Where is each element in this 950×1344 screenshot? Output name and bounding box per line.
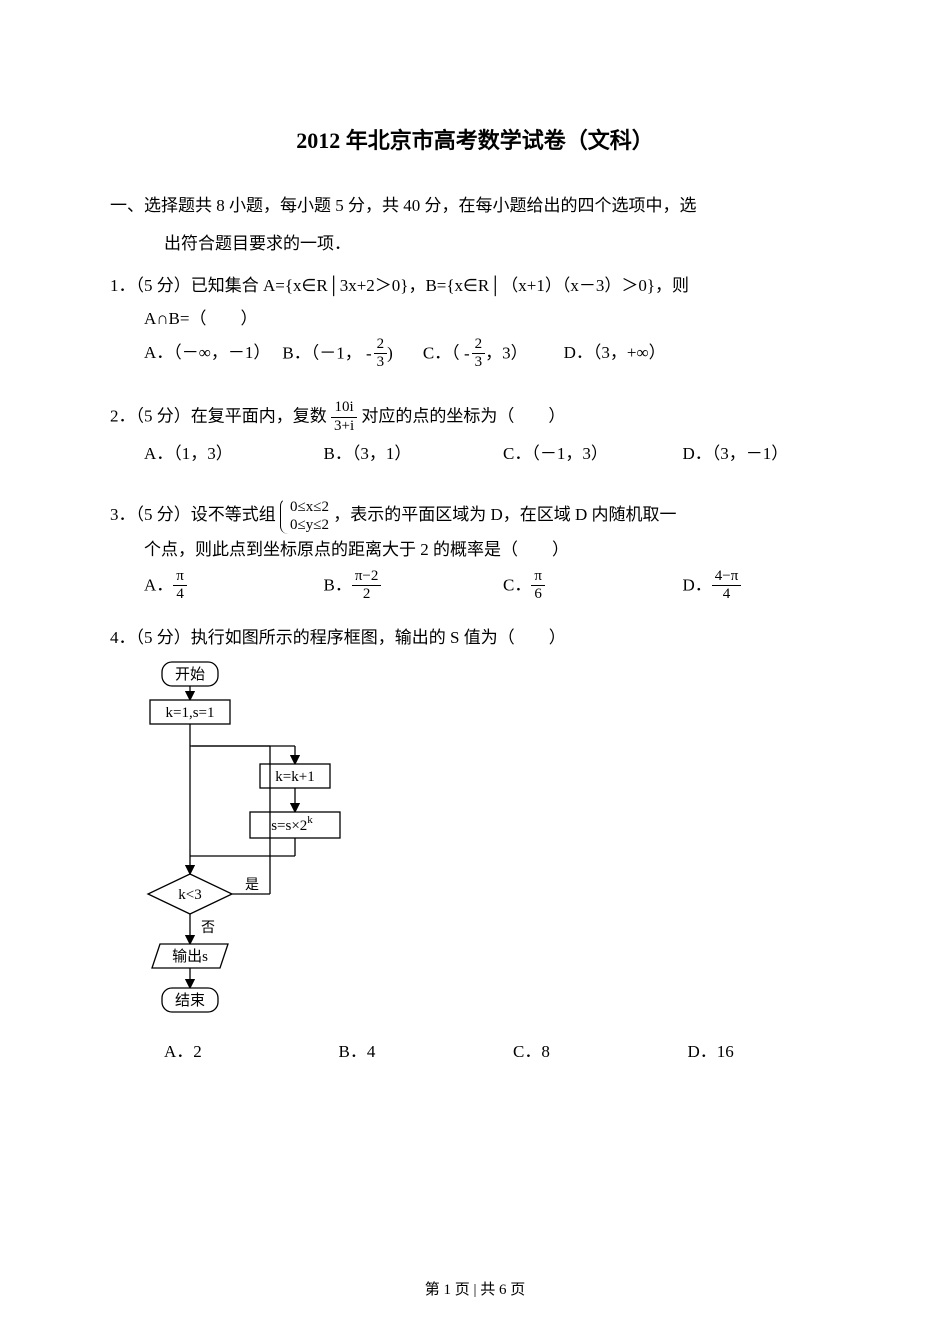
q2-option-d: D．（3，－1） [683, 438, 841, 470]
q1-option-d: D．（3，+∞） [564, 337, 666, 373]
question-2: 2．（5 分）在复平面内，复数 10i3+i 对应的点的坐标为（ ） A．（1，… [110, 400, 840, 470]
q3-option-a: A．π4 [144, 569, 302, 605]
exam-page: 2012 年北京市高考数学试卷（文科） 一、选择题共 8 小题，每小题 5 分，… [0, 0, 950, 1344]
q1-line1: 1．（5 分）已知集合 A={x∈R│3x+2＞0}，B={x∈R│（x+1）（… [110, 270, 840, 302]
q3-line1: 3．（5 分）设不等式组 0≤x≤2 0≤y≤2 ，表示的平面区域为 D，在区域… [110, 498, 840, 534]
question-4: 4．（5 分）执行如图所示的程序框图，输出的 S 值为（ ） 开始 k=1,s=… [110, 622, 840, 1068]
svg-text:输出s: 输出s [172, 948, 208, 965]
question-1: 1．（5 分）已知集合 A={x∈R│3x+2＞0}，B={x∈R│（x+1）（… [110, 270, 840, 372]
q4-option-b: B．4 [339, 1036, 492, 1068]
section-header-line1: 一、选择题共 8 小题，每小题 5 分，共 40 分，在每小题给出的四个选项中，… [110, 190, 840, 222]
svg-text:结束: 结束 [175, 992, 205, 1009]
svg-text:开始: 开始 [175, 666, 205, 683]
q1-option-a: A．（－∞，－1） [144, 337, 270, 373]
q3-option-d: D．4−π4 [683, 569, 841, 605]
q4-stem: 4．（5 分）执行如图所示的程序框图，输出的 S 值为（ ） [110, 622, 840, 654]
svg-text:否: 否 [201, 921, 215, 936]
q2-option-a: A．（1，3） [144, 438, 302, 470]
q2-options: A．（1，3） B．（3，1） C．（－1，3） D．（3，－1） [110, 438, 840, 470]
q3-line2: 个点，则此点到坐标原点的距离大于 2 的概率是（ ） [110, 534, 840, 566]
page-footer: 第 1 页 | 共 6 页 [0, 1276, 950, 1305]
q1-option-c: C．（ -23，3） [423, 337, 528, 373]
page-title: 2012 年北京市高考数学试卷（文科） [110, 120, 840, 162]
q4-option-c: C．8 [513, 1036, 666, 1068]
q4-options: A．2 B．4 C．8 D．16 [110, 1036, 840, 1068]
q2-frac: 10i3+i [331, 399, 357, 435]
q1-b-frac: 23 [374, 336, 388, 372]
flowchart: 开始 k=1,s=1 k=k+1 s=s×2k [120, 660, 350, 1033]
q2-stem: 2．（5 分）在复平面内，复数 10i3+i 对应的点的坐标为（ ） [110, 400, 840, 436]
q1-line2: A∩B=（ ） [110, 303, 840, 335]
section-header-line2: 出符合题目要求的一项． [110, 228, 840, 260]
q1-options: A．（－∞，－1） B．（－1， -23) C．（ -23，3） D．（3，+∞… [110, 337, 840, 373]
q3-options: A．π4 B．π−22 C．π6 D．4−π4 [110, 569, 840, 605]
svg-text:k=1,s=1: k=1,s=1 [165, 705, 214, 721]
q4-option-d: D．16 [688, 1036, 841, 1068]
svg-text:k=k+1: k=k+1 [275, 769, 314, 785]
q2-option-b: B．（3，1） [324, 438, 482, 470]
svg-text:k<3: k<3 [178, 887, 201, 903]
flowchart-svg: 开始 k=1,s=1 k=k+1 s=s×2k [120, 660, 350, 1022]
q1-c-frac: 23 [472, 336, 486, 372]
q3-option-b: B．π−22 [324, 569, 482, 605]
q4-option-a: A．2 [164, 1036, 317, 1068]
q3-system: 0≤x≤2 0≤y≤2 [280, 498, 329, 534]
svg-text:是: 是 [245, 878, 259, 893]
question-3: 3．（5 分）设不等式组 0≤x≤2 0≤y≤2 ，表示的平面区域为 D，在区域… [110, 498, 840, 604]
q3-option-c: C．π6 [503, 569, 661, 605]
q2-option-c: C．（－1，3） [503, 438, 661, 470]
q1-option-b: B．（－1， -23) [282, 337, 392, 373]
